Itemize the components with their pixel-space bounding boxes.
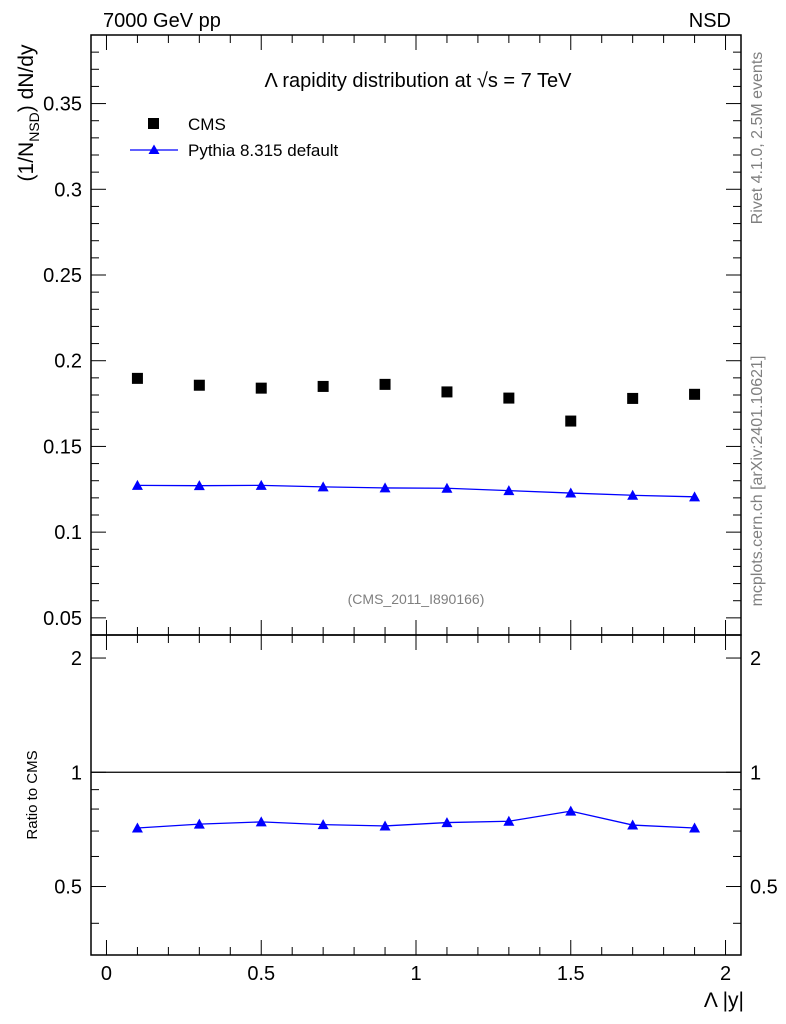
data-point [689,388,701,400]
ratio-point [317,819,329,830]
ratio-y-axis-label: Ratio to CMS [24,750,41,839]
x-tick-label: 1 [410,963,421,985]
data-point [441,386,453,398]
data-point [379,378,391,390]
analysis-tag: (CMS_2011_I890166) [348,591,485,607]
header-process-label: NSD [689,10,731,32]
y-tick-label: 0.25 [43,265,82,287]
legend: CMS Pythia 8.315 default [130,115,339,160]
ratio-y-tick-label: 0.5 [54,877,82,899]
mc-point [689,491,701,502]
x-tick-label: 0.5 [247,963,275,985]
mc-point [379,482,391,493]
x-axis-label: Λ |y| [704,989,744,1012]
header-energy-label: 7000 GeV pp [103,10,221,32]
y-tick-label: 0.3 [54,179,82,201]
main-data-series [131,372,701,427]
x-tick-label: 0 [101,963,112,985]
ratio-point [131,822,143,833]
axis-ticks [91,34,741,955]
main-y-axis-label: (1/NNSD) dN/dy [15,44,42,181]
ratio-point [255,816,267,827]
data-point [627,392,639,404]
mc-line [137,484,695,498]
data-point [255,382,267,394]
mc-point [565,487,577,498]
mc-point [317,481,329,492]
ratio-y-tick-label: 1 [71,762,82,784]
ratio-point [193,818,205,829]
data-point [317,380,329,392]
mc-point [441,482,453,493]
legend-marker-pythia [148,144,160,154]
x-tick-labels: 0 0.5 1 1.5 2 [101,963,731,985]
legend-label-pythia: Pythia 8.315 default [188,141,339,160]
data-point [193,379,205,391]
ratio-point [565,805,577,816]
mc-point [627,489,639,500]
ratio-point [379,820,391,831]
mc-point [503,485,515,496]
mc-point [193,480,205,491]
ratio-mc-series [131,805,701,833]
ratio-y-tick-label-right: 1 [750,762,761,784]
legend-marker-cms [148,118,159,129]
data-point [503,392,515,404]
y-tick-label: 0.1 [54,522,82,544]
x-tick-label: 1.5 [557,963,585,985]
ratio-point [441,817,453,828]
y-tick-labels: 0.05 0.1 0.15 0.2 0.25 0.3 0.35 0.5 0.5 1 1 2 2 [43,94,778,899]
ratio-point [627,819,639,830]
ratio-point [503,815,515,826]
mcplots-label: mcplots.cern.ch [arXiv:2401.10621] [749,356,766,607]
ratio-y-tick-label-right: 2 [750,648,761,670]
plot-title: Λ rapidity distribution at √s = 7 TeV [265,70,573,92]
y-tick-label: 0.05 [43,608,82,630]
data-point [131,372,143,384]
y-tick-label: 0.2 [54,351,82,373]
x-tick-label: 2 [720,963,731,985]
data-point [565,415,577,427]
mc-point [131,479,143,490]
ratio-point [689,822,701,833]
ratio-y-tick-label: 2 [71,648,82,670]
y-tick-label: 0.35 [43,94,82,116]
ratio-line [137,810,695,829]
y-tick-label: 0.15 [43,436,82,458]
rivet-version-label: Rivet 4.1.0, 2.5M events [749,52,766,225]
legend-label-cms: CMS [188,115,226,134]
mc-point [255,479,267,490]
ratio-panel-frame [90,634,742,956]
main-mc-series [131,479,701,502]
ratio-y-tick-label-right: 0.5 [750,877,778,899]
